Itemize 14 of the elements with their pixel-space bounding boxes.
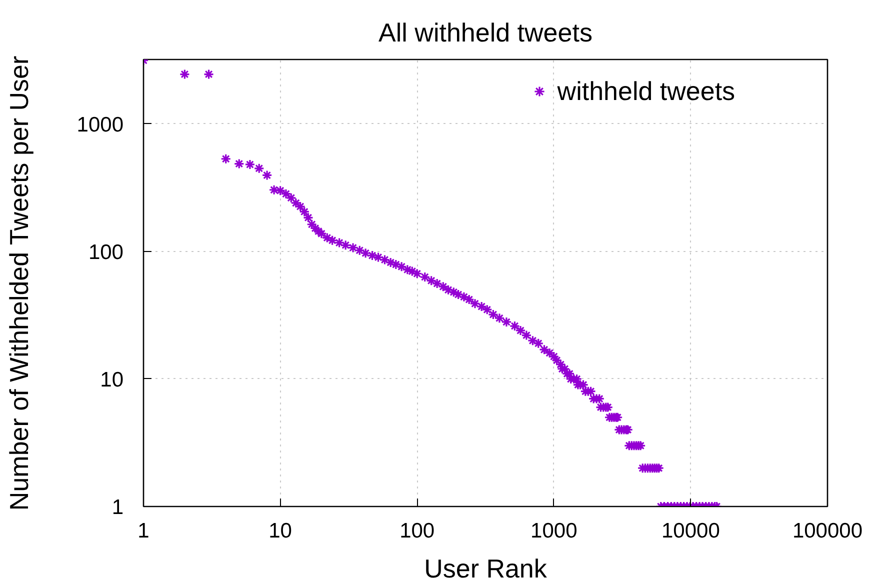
y-tick-label: 1 [112,496,124,519]
x-tick-label: 10 [268,520,292,542]
x-tick-label: 10000 [662,520,720,542]
x-tick-label: 100 [400,520,435,542]
y-axis-title: Number of Withhelded Tweets per User [4,56,34,511]
y-tick-label: 1000 [76,113,124,136]
y-tick-label: 100 [88,240,124,264]
y-tick-label: 10 [100,368,124,392]
x-tick-label: 1000 [530,520,578,542]
x-tick-label: 1 [138,520,150,542]
legend-label: withheld tweets [557,75,736,107]
x-tick-label: 100000 [792,520,863,542]
x-axis-title: User Rank [424,554,548,584]
chart-title: All withheld tweets [378,18,592,48]
